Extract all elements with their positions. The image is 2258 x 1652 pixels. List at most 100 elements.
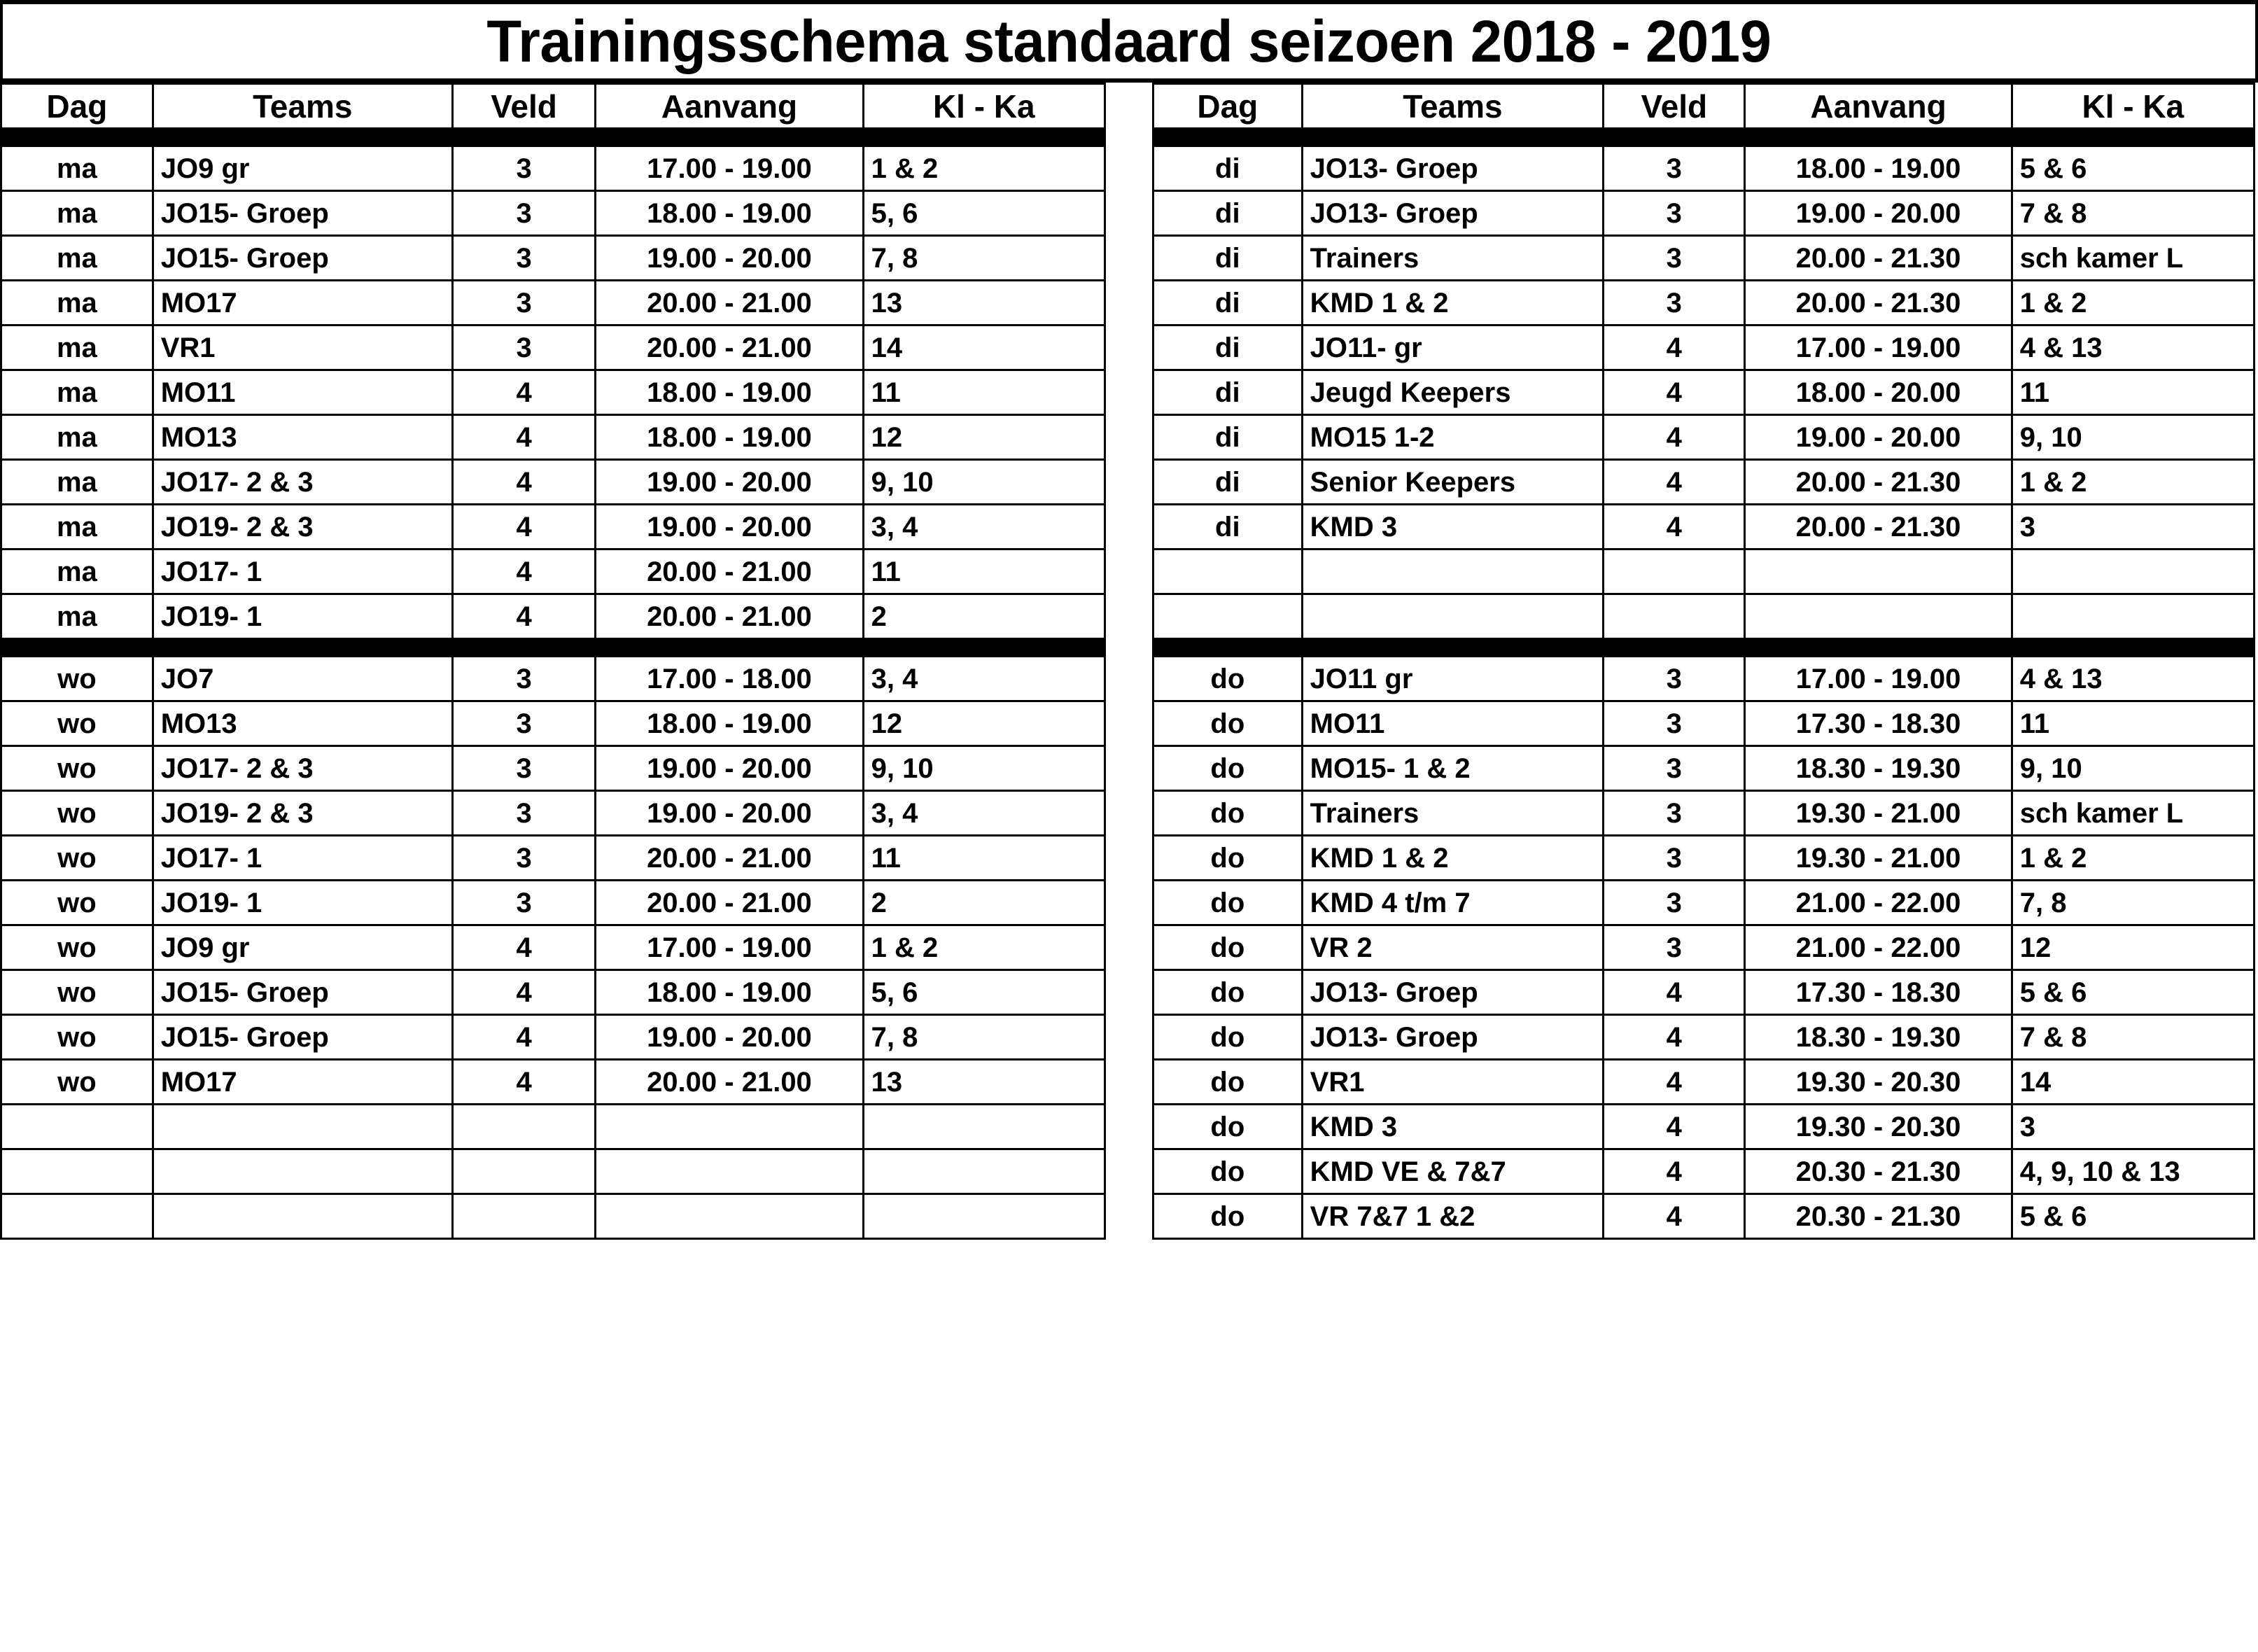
cell-teams: MO15 1-2 <box>1300 414 1605 461</box>
page-title: Trainingsschema standaard seizoen 2018 -… <box>486 8 1772 74</box>
cell-veld: 3 <box>451 655 597 702</box>
table-row: ma VR1 3 20.00 - 21.00 14 <box>0 324 1107 371</box>
cell-dag: do <box>1152 924 1303 971</box>
cell-klka: 4, 9, 10 & 13 <box>2010 1148 2256 1195</box>
cell-dag: ma <box>0 503 154 550</box>
cell-klka: 12 <box>2010 924 2256 971</box>
cell-klka: 1 & 2 <box>862 145 1107 192</box>
cell-veld: 3 <box>1602 234 1746 281</box>
cell-teams: Jeugd Keepers <box>1300 369 1605 416</box>
header-row: Dag Teams Veld Aanvang Kl - Ka <box>1152 83 2256 130</box>
cell-dag: wo <box>0 834 154 881</box>
column-header-klka: Kl - Ka <box>862 83 1107 130</box>
cell-klka: 7, 8 <box>862 1014 1107 1060</box>
cell-klka: 3, 4 <box>862 503 1107 550</box>
cell-veld: 3 <box>1602 790 1746 836</box>
table-row: ma JO17- 2 & 3 4 19.00 - 20.00 9, 10 <box>0 458 1107 505</box>
cell-teams: MO11 <box>151 369 454 416</box>
table-row: do KMD 4 t/m 7 3 21.00 - 22.00 7, 8 <box>1152 879 2256 926</box>
table-row: di Jeugd Keepers 4 18.00 - 20.00 11 <box>1152 369 2256 416</box>
cell-teams <box>1300 548 1605 595</box>
cell-aanvang: 19.30 - 20.30 <box>1744 1058 2013 1105</box>
cell-veld: 3 <box>451 279 597 326</box>
cell-veld: 4 <box>451 414 597 461</box>
cell-klka: sch kamer L <box>2010 234 2256 281</box>
cell-dag: do <box>1152 1148 1303 1195</box>
cell-dag: di <box>1152 458 1303 505</box>
table-row: ma JO9 gr 3 17.00 - 19.00 1 & 2 <box>0 145 1107 192</box>
cell-teams: MO15- 1 & 2 <box>1300 745 1605 792</box>
cell-teams: Senior Keepers <box>1300 458 1605 505</box>
cell-veld: 4 <box>451 458 597 505</box>
cell-veld: 3 <box>451 745 597 792</box>
cell-veld: 3 <box>1602 834 1746 881</box>
section-separator-ma <box>0 127 1106 147</box>
section-separator-wo <box>0 638 1106 657</box>
cell-dag: do <box>1152 655 1303 702</box>
cell-veld: 3 <box>1602 700 1746 747</box>
cell-dag <box>0 1103 154 1150</box>
cell-klka <box>2010 548 2256 595</box>
schedule-table-left: Dag Teams Veld Aanvang Kl - Ka ma JO9 gr 3… <box>0 83 1107 1240</box>
cell-klka: 14 <box>2010 1058 2256 1105</box>
cell-aanvang <box>1744 548 2013 595</box>
cell-aanvang <box>1744 593 2013 640</box>
cell-teams: KMD 4 t/m 7 <box>1300 879 1605 926</box>
cell-teams: JO17- 2 & 3 <box>151 745 454 792</box>
cell-teams: JO7 <box>151 655 454 702</box>
cell-klka: 2 <box>862 879 1107 926</box>
cell-aanvang: 18.00 - 19.00 <box>594 190 864 237</box>
table-row: ma JO15- Groep 3 18.00 - 19.00 5, 6 <box>0 190 1107 237</box>
cell-dag: wo <box>0 924 154 971</box>
cell-veld: 3 <box>451 879 597 926</box>
cell-aanvang: 20.00 - 21.30 <box>1744 279 2013 326</box>
cell-teams <box>151 1103 454 1150</box>
cell-veld: 4 <box>451 503 597 550</box>
cell-aanvang: 20.30 - 21.30 <box>1744 1193 2013 1240</box>
cell-dag: do <box>1152 1014 1303 1060</box>
cell-teams: JO17- 1 <box>151 834 454 881</box>
cell-klka: 4 & 13 <box>2010 324 2256 371</box>
cell-veld: 3 <box>1602 879 1746 926</box>
schedule-table-right: Dag Teams Veld Aanvang Kl - Ka di JO13- G… <box>1152 83 2256 1240</box>
cell-klka: 5, 6 <box>862 969 1107 1016</box>
cell-teams: VR 7&7 1 &2 <box>1300 1193 1605 1240</box>
cell-teams: JO11 gr <box>1300 655 1605 702</box>
table-header-right: Dag Teams Veld Aanvang Kl - Ka <box>1152 83 2256 130</box>
cell-teams: MO17 <box>151 279 454 326</box>
header-row: Dag Teams Veld Aanvang Kl - Ka <box>0 83 1107 130</box>
cell-klka <box>862 1148 1107 1195</box>
cell-teams <box>151 1148 454 1195</box>
cell-dag: do <box>1152 879 1303 926</box>
cell-teams: KMD 1 & 2 <box>1300 834 1605 881</box>
cell-aanvang: 17.00 - 19.00 <box>1744 655 2013 702</box>
table-row: wo JO19- 1 3 20.00 - 21.00 2 <box>0 879 1107 926</box>
table-row-empty <box>0 1193 1107 1240</box>
table-row: wo JO17- 2 & 3 3 19.00 - 20.00 9, 10 <box>0 745 1107 792</box>
table-row-empty <box>1152 593 2256 640</box>
cell-klka: 1 & 2 <box>2010 458 2256 505</box>
cell-veld: 4 <box>1602 458 1746 505</box>
column-header-aanvang: Aanvang <box>1744 83 2013 130</box>
cell-aanvang: 20.00 - 21.30 <box>1744 503 2013 550</box>
cell-klka: 3 <box>2010 1103 2256 1150</box>
cell-dag: di <box>1152 234 1303 281</box>
cell-dag: ma <box>0 414 154 461</box>
cell-dag: ma <box>0 279 154 326</box>
table-row-empty <box>0 1103 1107 1150</box>
cell-teams: JO11- gr <box>1300 324 1605 371</box>
table-row: do VR 7&7 1 &2 4 20.30 - 21.30 5 & 6 <box>1152 1193 2256 1240</box>
cell-teams: VR1 <box>151 324 454 371</box>
cell-klka: 12 <box>862 414 1107 461</box>
separator-bar <box>1152 127 2255 147</box>
cell-dag: ma <box>0 190 154 237</box>
cell-klka: 9, 10 <box>862 458 1107 505</box>
cell-dag: ma <box>0 369 154 416</box>
table-row: wo JO17- 1 3 20.00 - 21.00 11 <box>0 834 1107 881</box>
cell-klka: 7, 8 <box>862 234 1107 281</box>
table-row: di KMD 1 & 2 3 20.00 - 21.30 1 & 2 <box>1152 279 2256 326</box>
cell-veld: 3 <box>1602 745 1746 792</box>
cell-dag: do <box>1152 1193 1303 1240</box>
cell-klka: 11 <box>862 834 1107 881</box>
